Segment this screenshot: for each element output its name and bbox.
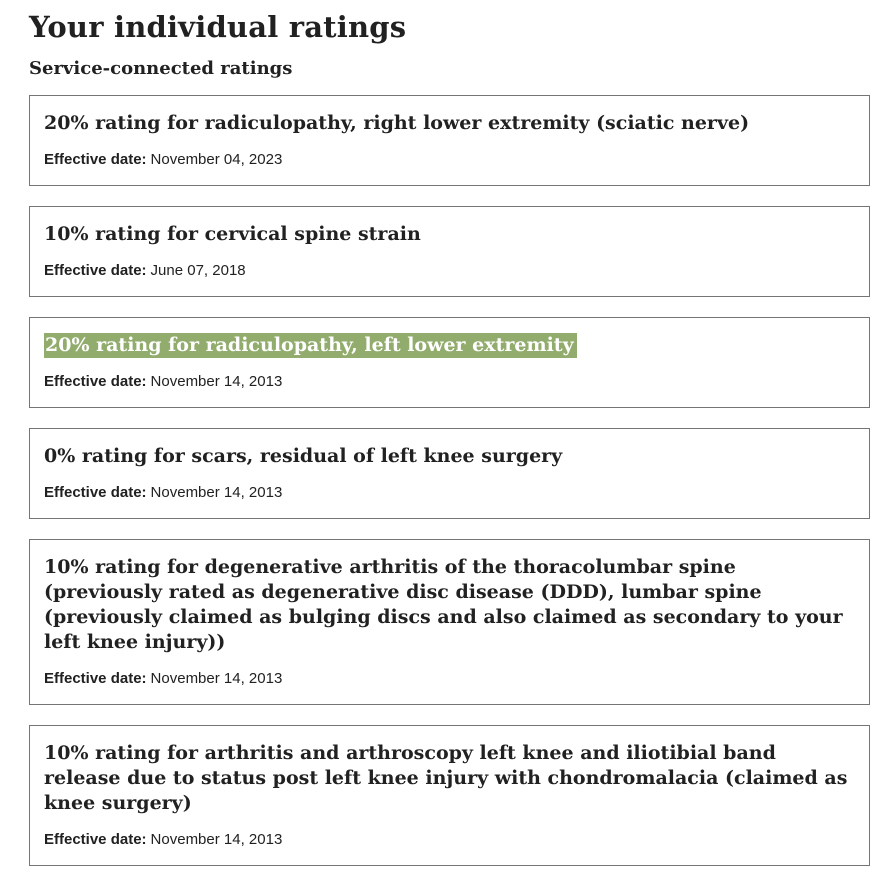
effective-date-label: Effective date: [44, 483, 147, 501]
effective-date-label: Effective date: [44, 262, 147, 280]
rating-title-text: 10% rating for arthritis and arthroscopy… [44, 741, 848, 814]
rating-title-text: 20% rating for radiculopathy, right lowe… [44, 112, 750, 135]
rating-title: 10% rating for cervical spine strain [44, 222, 853, 247]
rating-title: 20% rating for radiculopathy, left lower… [44, 333, 853, 359]
rating-title-text: 10% rating for degenerative arthritis of… [44, 555, 843, 653]
effective-date-label: Effective date: [44, 373, 147, 391]
ratings-list: 20% rating for radiculopathy, right lowe… [29, 95, 870, 882]
effective-date: Effective date: November 14, 2013 [44, 670, 853, 689]
effective-date-value: November 04, 2023 [150, 151, 283, 169]
rating-title: 20% rating for radiculopathy, right lowe… [44, 111, 853, 136]
rating-card: 0% rating for scars, residual of left kn… [29, 427, 870, 519]
effective-date-value: November 14, 2013 [150, 373, 283, 391]
section-heading: Service-connected ratings [29, 57, 293, 79]
rating-card: 10% rating for degenerative arthritis of… [29, 538, 870, 705]
effective-date-label: Effective date: [44, 670, 147, 688]
rating-card: 10% rating for arthritis and arthroscopy… [29, 724, 870, 866]
rating-card: 20% rating for radiculopathy, left lower… [29, 317, 870, 408]
rating-title-text: 10% rating for cervical spine strain [44, 223, 421, 246]
effective-date-label: Effective date: [44, 151, 147, 169]
effective-date-label: Effective date: [44, 831, 147, 848]
rating-title-text: 0% rating for scars, residual of left kn… [44, 444, 563, 467]
page-title: Your individual ratings [29, 10, 407, 44]
effective-date-value: November 14, 2013 [150, 483, 283, 501]
effective-date: Effective date: November 04, 2023 [44, 151, 853, 170]
effective-date-value: November 14, 2013 [150, 670, 283, 688]
effective-date-value: June 07, 2018 [150, 262, 246, 280]
rating-card: 10% rating for cervical spine strain Eff… [29, 206, 870, 298]
effective-date-value: November 14, 2013 [150, 831, 283, 848]
rating-title: 10% rating for degenerative arthritis of… [44, 555, 853, 655]
effective-date: Effective date: November 14, 2013 [44, 373, 853, 392]
rating-card: 20% rating for radiculopathy, right lowe… [29, 95, 870, 187]
effective-date: Effective date: June 07, 2018 [44, 262, 853, 281]
rating-title: 0% rating for scars, residual of left kn… [44, 444, 853, 469]
effective-date: Effective date: November 14, 2013 [44, 484, 853, 503]
rating-title-text: 20% rating for radiculopathy, left lower… [44, 333, 577, 359]
rating-title: 10% rating for arthritis and arthroscopy… [44, 741, 853, 816]
effective-date: Effective date: November 14, 2013 [44, 831, 853, 850]
